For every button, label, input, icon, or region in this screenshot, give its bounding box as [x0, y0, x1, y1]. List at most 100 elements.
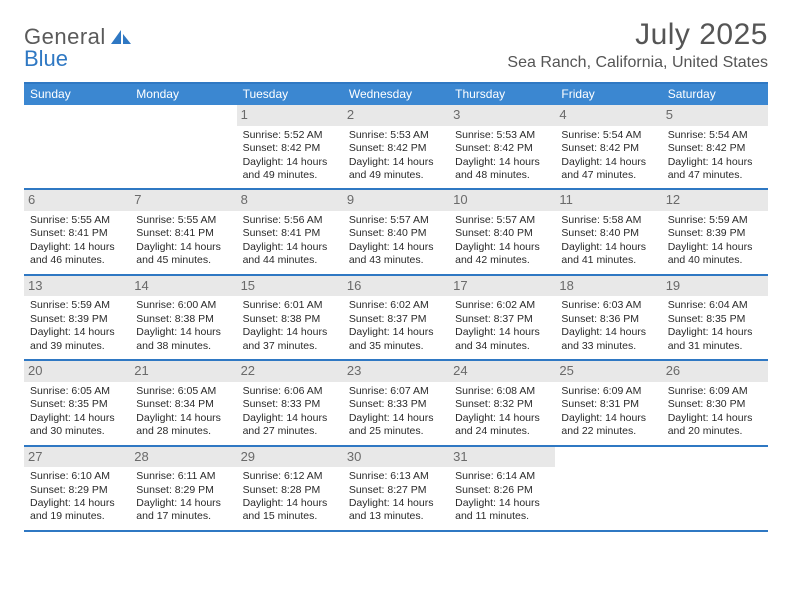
sunrise-text: Sunrise: 5:57 AM [455, 214, 549, 227]
month-title: July 2025 [507, 18, 768, 52]
day-cell: 16Sunrise: 6:02 AMSunset: 8:37 PMDayligh… [343, 276, 449, 359]
day-number: 15 [237, 276, 343, 297]
week-row: 1 Sunrise: 5:52 AM Sunset: 8:42 PM Daylight… [24, 105, 768, 190]
daylight-text: and 35 minutes. [349, 340, 443, 353]
day-number: 16 [343, 276, 449, 297]
daylight-text: and 41 minutes. [561, 254, 655, 267]
sunset-text: Sunset: 8:40 PM [561, 227, 655, 240]
day-number: 6 [24, 190, 130, 211]
day-cell: 19Sunrise: 6:04 AMSunset: 8:35 PMDayligh… [662, 276, 768, 359]
sunrise-text: Sunrise: 6:11 AM [136, 470, 230, 483]
day-number: 7 [130, 190, 236, 211]
sunset-text: Sunset: 8:28 PM [243, 484, 337, 497]
sunrise-text: Sunrise: 5:53 AM [349, 129, 443, 142]
daylight-text: and 28 minutes. [136, 425, 230, 438]
sunrise-text: Sunrise: 5:55 AM [136, 214, 230, 227]
sunrise-text: Sunrise: 6:05 AM [136, 385, 230, 398]
sunset-text: Sunset: 8:39 PM [668, 227, 762, 240]
daylight-text: and 19 minutes. [30, 510, 124, 523]
sunset-text: Sunset: 8:42 PM [349, 142, 443, 155]
daylight-text: Daylight: 14 hours [455, 326, 549, 339]
sunset-text: Sunset: 8:31 PM [561, 398, 655, 411]
day-cell: 25Sunrise: 6:09 AMSunset: 8:31 PMDayligh… [555, 361, 661, 444]
daylight-text: and 49 minutes. [243, 169, 337, 182]
daylight-text: Daylight: 14 hours [455, 412, 549, 425]
daylight-text: Daylight: 14 hours [30, 241, 124, 254]
daylight-text: Daylight: 14 hours [136, 412, 230, 425]
sunrise-text: Sunrise: 6:05 AM [30, 385, 124, 398]
header: General July 2025 Sea Ranch, California,… [24, 18, 768, 72]
daylight-text: and 44 minutes. [243, 254, 337, 267]
dow-cell: Monday [130, 84, 236, 105]
sunset-text: Sunset: 8:41 PM [243, 227, 337, 240]
sail-icon [110, 28, 132, 46]
day-cell: 28Sunrise: 6:11 AMSunset: 8:29 PMDayligh… [130, 447, 236, 530]
daylight-text: and 25 minutes. [349, 425, 443, 438]
day-number: 5 [662, 105, 768, 126]
week-row: 27Sunrise: 6:10 AMSunset: 8:29 PMDayligh… [24, 447, 768, 532]
day-cell: 23Sunrise: 6:07 AMSunset: 8:33 PMDayligh… [343, 361, 449, 444]
sunset-text: Sunset: 8:35 PM [668, 313, 762, 326]
day-number: 23 [343, 361, 449, 382]
daylight-text: and 45 minutes. [136, 254, 230, 267]
daylight-text: Daylight: 14 hours [243, 326, 337, 339]
day-number: 24 [449, 361, 555, 382]
day-number: 19 [662, 276, 768, 297]
day-number: 25 [555, 361, 661, 382]
day-cell: 29Sunrise: 6:12 AMSunset: 8:28 PMDayligh… [237, 447, 343, 530]
sunrise-text: Sunrise: 6:14 AM [455, 470, 549, 483]
sunset-text: Sunset: 8:32 PM [455, 398, 549, 411]
day-number: 29 [237, 447, 343, 468]
day-cell: 4Sunrise: 5:54 AMSunset: 8:42 PMDaylight… [555, 105, 661, 188]
day-number: 4 [555, 105, 661, 126]
daylight-text: Daylight: 14 hours [349, 326, 443, 339]
sunrise-text: Sunrise: 6:07 AM [349, 385, 443, 398]
day-cell: 14Sunrise: 6:00 AMSunset: 8:38 PMDayligh… [130, 276, 236, 359]
sunrise-text: Sunrise: 5:53 AM [455, 129, 549, 142]
daylight-text: and 11 minutes. [455, 510, 549, 523]
daylight-text: Daylight: 14 hours [30, 412, 124, 425]
sunrise-text: Sunrise: 6:02 AM [349, 299, 443, 312]
sunrise-text: Sunrise: 6:09 AM [668, 385, 762, 398]
sunset-text: Sunset: 8:33 PM [349, 398, 443, 411]
sunrise-text: Sunrise: 6:01 AM [243, 299, 337, 312]
daylight-text: and 43 minutes. [349, 254, 443, 267]
daylight-text: and 17 minutes. [136, 510, 230, 523]
sunrise-text: Sunrise: 6:00 AM [136, 299, 230, 312]
dow-cell: Thursday [449, 84, 555, 105]
day-number: 12 [662, 190, 768, 211]
daylight-text: and 40 minutes. [668, 254, 762, 267]
sunrise-text: Sunrise: 6:12 AM [243, 470, 337, 483]
day-cell: 31Sunrise: 6:14 AMSunset: 8:26 PMDayligh… [449, 447, 555, 530]
sunrise-text: Sunrise: 6:04 AM [668, 299, 762, 312]
sunset-text: Sunset: 8:29 PM [136, 484, 230, 497]
sunrise-text: Sunrise: 5:52 AM [243, 129, 337, 142]
daylight-text: and 13 minutes. [349, 510, 443, 523]
day-cell [24, 105, 130, 188]
sunrise-text: Sunrise: 5:57 AM [349, 214, 443, 227]
day-cell: 10Sunrise: 5:57 AMSunset: 8:40 PMDayligh… [449, 190, 555, 273]
day-number: 17 [449, 276, 555, 297]
day-number: 1 [237, 105, 343, 126]
day-cell [662, 447, 768, 530]
daylight-text: Daylight: 14 hours [136, 326, 230, 339]
sunrise-text: Sunrise: 5:54 AM [561, 129, 655, 142]
sunset-text: Sunset: 8:38 PM [136, 313, 230, 326]
week-row: 6 Sunrise: 5:55 AM Sunset: 8:41 PM Daylight… [24, 190, 768, 275]
daylight-text: and 15 minutes. [243, 510, 337, 523]
daylight-text: and 47 minutes. [561, 169, 655, 182]
daylight-text: and 37 minutes. [243, 340, 337, 353]
sunset-text: Sunset: 8:36 PM [561, 313, 655, 326]
daylight-text: Daylight: 14 hours [668, 241, 762, 254]
day-cell: 22Sunrise: 6:06 AMSunset: 8:33 PMDayligh… [237, 361, 343, 444]
sunset-text: Sunset: 8:40 PM [349, 227, 443, 240]
sunset-text: Sunset: 8:37 PM [455, 313, 549, 326]
day-number: 11 [555, 190, 661, 211]
daylight-text: and 46 minutes. [30, 254, 124, 267]
day-number: 22 [237, 361, 343, 382]
sunrise-text: Sunrise: 5:56 AM [243, 214, 337, 227]
day-cell: 17Sunrise: 6:02 AMSunset: 8:37 PMDayligh… [449, 276, 555, 359]
daylight-text: Daylight: 14 hours [455, 497, 549, 510]
day-cell: 30Sunrise: 6:13 AMSunset: 8:27 PMDayligh… [343, 447, 449, 530]
daylight-text: Daylight: 14 hours [561, 156, 655, 169]
